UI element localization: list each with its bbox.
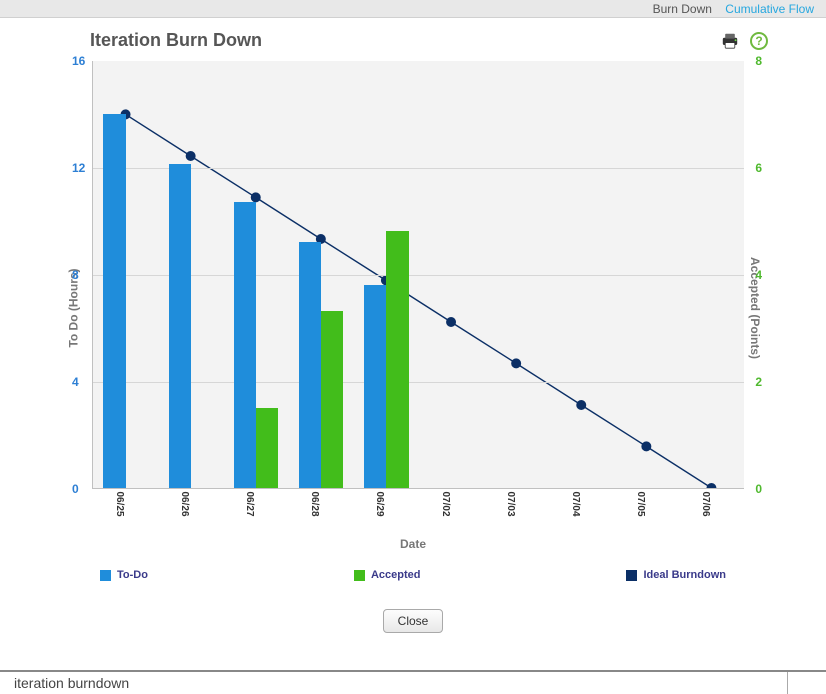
legend-label: Ideal Burndown [643,569,726,581]
legend-item-accepted: Accepted [354,569,421,581]
accepted-bar [386,231,408,488]
y-right-tick: 2 [755,375,762,389]
footer-bar: iteration burndown [0,670,826,694]
legend-item-ideal: Ideal Burndown [626,569,726,581]
todo-bar [299,242,321,488]
close-button[interactable]: Close [383,609,444,633]
todo-bar [234,202,256,488]
x-tick: 06/27 [244,491,255,516]
legend-swatch [354,570,365,581]
todo-bar [169,164,191,488]
legend-swatch [100,570,111,581]
x-tick: 06/25 [114,491,125,516]
x-tick: 06/26 [179,491,190,516]
x-tick: 07/03 [505,491,516,516]
legend: To-Do Accepted Ideal Burndown [10,563,816,581]
burndown-chart: To Do (Hours) Accepted (Points) Date 048… [20,53,806,563]
accepted-bar [256,408,278,488]
x-tick: 07/05 [635,491,646,516]
chart-title: Iteration Burn Down [90,30,720,51]
x-tick: 06/28 [309,491,320,516]
legend-item-todo: To-Do [100,569,148,581]
y-left-tick: 16 [72,54,85,68]
footer-page [787,672,812,694]
plot-area [92,61,744,489]
y-left-tick: 0 [72,482,79,496]
legend-label: Accepted [371,569,421,581]
todo-bar [364,285,386,488]
tab-cumulative-flow[interactable]: Cumulative Flow [725,2,814,16]
footer-text: iteration burndown [14,675,129,691]
top-tab-bar: Burn Down Cumulative Flow [0,0,826,18]
legend-label: To-Do [117,569,148,581]
y-left-tick: 4 [72,375,79,389]
x-tick: 07/04 [570,491,581,516]
y-right-tick: 4 [755,268,762,282]
accepted-bar [321,311,343,488]
print-icon[interactable] [720,33,740,49]
y-left-tick: 8 [72,268,79,282]
x-axis-label: Date [400,537,426,551]
tab-burndown[interactable]: Burn Down [653,2,712,16]
y-right-tick: 0 [755,482,762,496]
y-right-tick: 6 [755,161,762,175]
todo-bar [103,114,125,489]
x-tick: 07/02 [440,491,451,516]
x-tick: 07/06 [700,491,711,516]
legend-swatch [626,570,637,581]
x-tick: 06/29 [374,491,385,516]
help-icon[interactable]: ? [750,32,768,50]
y-left-tick: 12 [72,161,85,175]
y-right-tick: 8 [755,54,762,68]
